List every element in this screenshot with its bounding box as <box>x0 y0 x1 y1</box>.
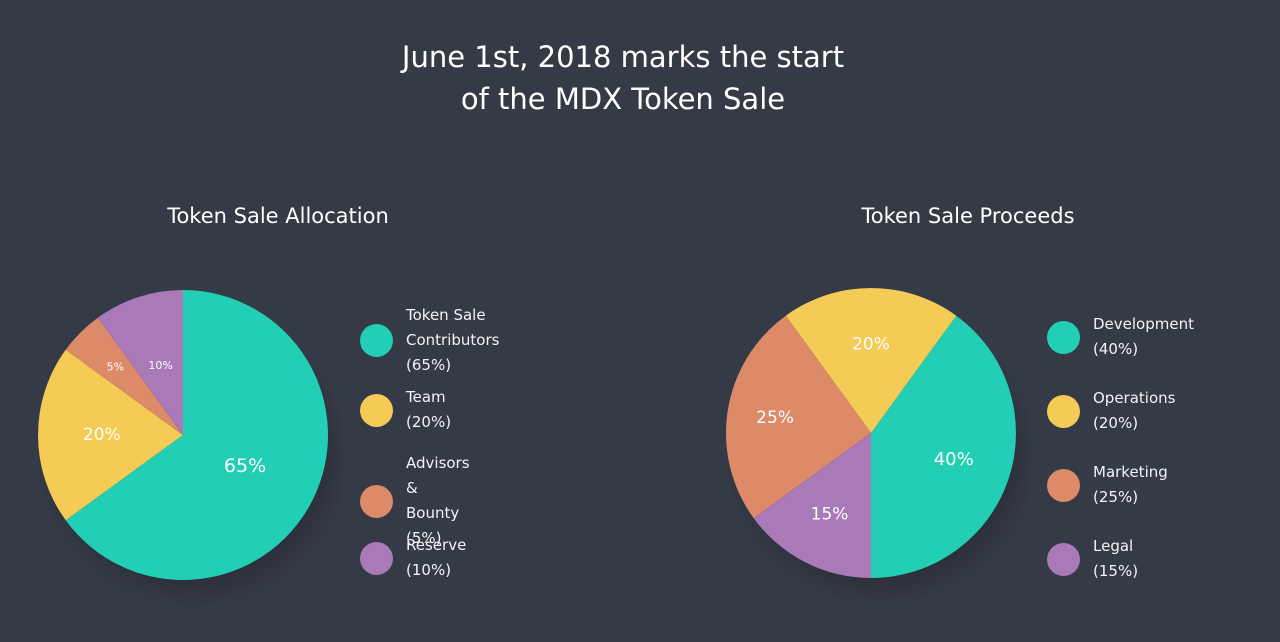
allocation-legend-label: Advisors & Bounty (5%) <box>406 454 470 547</box>
allocation-legend-label: Team (20%) <box>406 388 452 431</box>
allocation-legend-swatch <box>360 541 393 575</box>
proceeds-legend-item: Development (40%) <box>1047 312 1194 362</box>
proceeds-pie-chart: 40% 20% 25% 15% <box>724 288 1038 606</box>
proceeds-legend-swatch <box>1047 468 1080 502</box>
headline-line-2: of the MDX Token Sale <box>460 82 786 116</box>
proceeds-legend-item: Marketing (25%) <box>1047 460 1168 510</box>
proceeds-slice-legal <box>753 433 871 578</box>
allocation-legend-swatch <box>360 484 393 518</box>
proceeds-slice-label: 20% <box>852 335 890 355</box>
proceeds-legend-swatch <box>1047 542 1080 576</box>
allocation-slice-label: 65% <box>224 455 266 477</box>
allocation-slice-token-sale-contributors <box>65 290 328 580</box>
allocation-legend-item: Team (20%) <box>360 385 451 435</box>
allocation-legend-item: Reserve (10%) <box>360 533 466 583</box>
proceeds-legend-item: Operations (20%) <box>1047 386 1175 436</box>
proceeds-slice-label: 40% <box>934 449 974 470</box>
allocation-legend-label: Reserve (10%) <box>406 536 467 579</box>
page-headline: June 1st, 2018 marks the start of the MD… <box>0 36 1246 120</box>
proceeds-slice-label: 25% <box>756 408 794 428</box>
proceeds-legend-label: Operations (20%) <box>1093 389 1176 432</box>
allocation-slice-reserve <box>97 290 183 435</box>
allocation-legend-swatch <box>360 324 393 357</box>
allocation-legend-swatch <box>360 393 393 427</box>
allocation-legend-item: Advisors & Bounty (5%) <box>360 451 470 551</box>
proceeds-legend-swatch <box>1047 394 1080 428</box>
allocation-slice-label: 20% <box>83 425 121 445</box>
headline-line-1: June 1st, 2018 marks the start <box>401 40 845 74</box>
allocation-pie-chart: 65% 20% 5% 10% <box>36 290 350 608</box>
allocation-legend-label: Token Sale Contributors (65%) <box>406 306 500 374</box>
proceeds-legend-item: Legal (15%) <box>1047 534 1138 584</box>
proceeds-slice-development <box>871 315 1016 578</box>
allocation-slice-team <box>37 349 183 521</box>
proceeds-legend-swatch <box>1047 320 1080 354</box>
allocation-legend-item: Token Sale Contributors (65%) <box>360 303 499 378</box>
proceeds-chart-title: Token Sale Proceeds <box>861 204 1075 228</box>
allocation-chart-title: Token Sale Allocation <box>167 204 389 228</box>
proceeds-slice-label: 15% <box>811 504 849 524</box>
proceeds-slice-marketing <box>726 315 871 519</box>
proceeds-slice-operations <box>785 288 957 433</box>
proceeds-legend-label: Legal (15%) <box>1093 537 1139 580</box>
proceeds-legend-label: Marketing (25%) <box>1093 463 1168 506</box>
proceeds-legend-label: Development (40%) <box>1093 315 1194 358</box>
allocation-slice-label: 5% <box>107 360 124 373</box>
allocation-slice-advisors-bounty <box>65 317 183 435</box>
allocation-slice-label: 10% <box>148 359 172 372</box>
